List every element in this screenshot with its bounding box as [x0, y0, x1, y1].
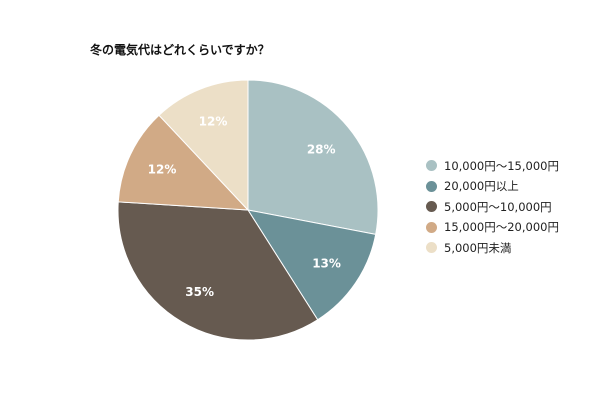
- slice-percent-label: 35%: [185, 285, 214, 299]
- legend-item[interactable]: 20,000円以上: [426, 179, 559, 194]
- slice-percent-label: 12%: [148, 163, 177, 177]
- pie-slice: [158, 79, 249, 212]
- legend-label: 20,000円以上: [444, 179, 519, 193]
- pie-slice: [246, 209, 377, 321]
- slice-percent-label: 28%: [307, 142, 336, 156]
- legend-swatch: [426, 160, 437, 171]
- pie-slice: [247, 79, 379, 235]
- chart-title: 冬の電気代はどれくらいですか？: [90, 43, 270, 57]
- legend-item[interactable]: 5,000円～10,000円: [426, 199, 559, 214]
- slice-percent-label: 13%: [312, 256, 341, 270]
- slice-percent-label: 12%: [199, 115, 228, 129]
- legend: 10,000円～15,000円 20,000円以上 5,000円～10,000円 15…: [426, 158, 559, 261]
- legend-label: 15,000円～20,000円: [444, 220, 559, 234]
- legend-label: 5,000円未満: [444, 240, 512, 255]
- legend-label: 10,000円～15,000円: [444, 158, 559, 173]
- legend-swatch: [426, 201, 437, 212]
- legend-item[interactable]: 10,000円～15,000円: [426, 158, 559, 173]
- legend-item[interactable]: 15,000円～20,000円: [426, 220, 559, 235]
- pie-slice: [117, 114, 250, 211]
- pie-slice: [117, 201, 319, 341]
- legend-swatch: [426, 242, 437, 253]
- legend-swatch: [426, 221, 437, 233]
- legend-item[interactable]: 5,000円未満: [426, 240, 559, 255]
- legend-label: 5,000円～10,000円: [444, 199, 552, 214]
- legend-swatch: [426, 180, 437, 192]
